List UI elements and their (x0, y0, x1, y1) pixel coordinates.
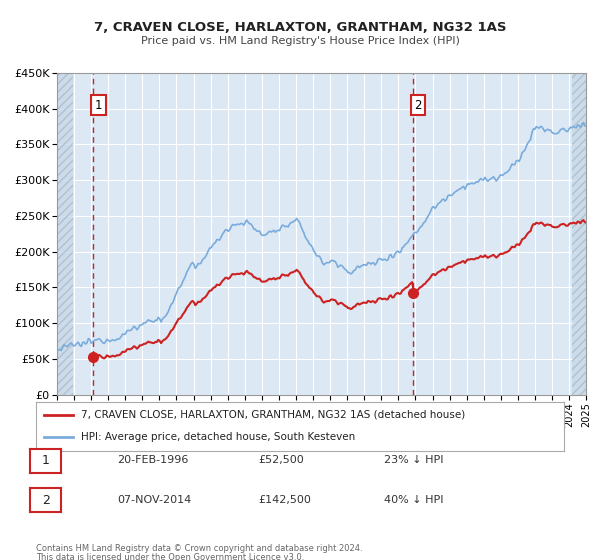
Text: This data is licensed under the Open Government Licence v3.0.: This data is licensed under the Open Gov… (36, 553, 304, 560)
Text: Contains HM Land Registry data © Crown copyright and database right 2024.: Contains HM Land Registry data © Crown c… (36, 544, 362, 553)
Text: 7, CRAVEN CLOSE, HARLAXTON, GRANTHAM, NG32 1AS: 7, CRAVEN CLOSE, HARLAXTON, GRANTHAM, NG… (94, 21, 506, 34)
Text: Price paid vs. HM Land Registry's House Price Index (HPI): Price paid vs. HM Land Registry's House … (140, 36, 460, 46)
Text: 07-NOV-2014: 07-NOV-2014 (117, 494, 191, 505)
Text: 1: 1 (41, 454, 50, 468)
Text: £52,500: £52,500 (258, 455, 304, 465)
Text: 2: 2 (41, 493, 50, 507)
Bar (572, 73, 586, 395)
Text: 23% ↓ HPI: 23% ↓ HPI (384, 455, 443, 465)
Bar (57, 73, 73, 395)
Text: 7, CRAVEN CLOSE, HARLAXTON, GRANTHAM, NG32 1AS (detached house): 7, CRAVEN CLOSE, HARLAXTON, GRANTHAM, NG… (81, 410, 465, 420)
Text: 2: 2 (414, 99, 422, 111)
Text: 1: 1 (95, 99, 102, 111)
Text: 40% ↓ HPI: 40% ↓ HPI (384, 494, 443, 505)
Text: 20-FEB-1996: 20-FEB-1996 (117, 455, 188, 465)
Text: HPI: Average price, detached house, South Kesteven: HPI: Average price, detached house, Sout… (81, 432, 355, 442)
Text: £142,500: £142,500 (258, 494, 311, 505)
